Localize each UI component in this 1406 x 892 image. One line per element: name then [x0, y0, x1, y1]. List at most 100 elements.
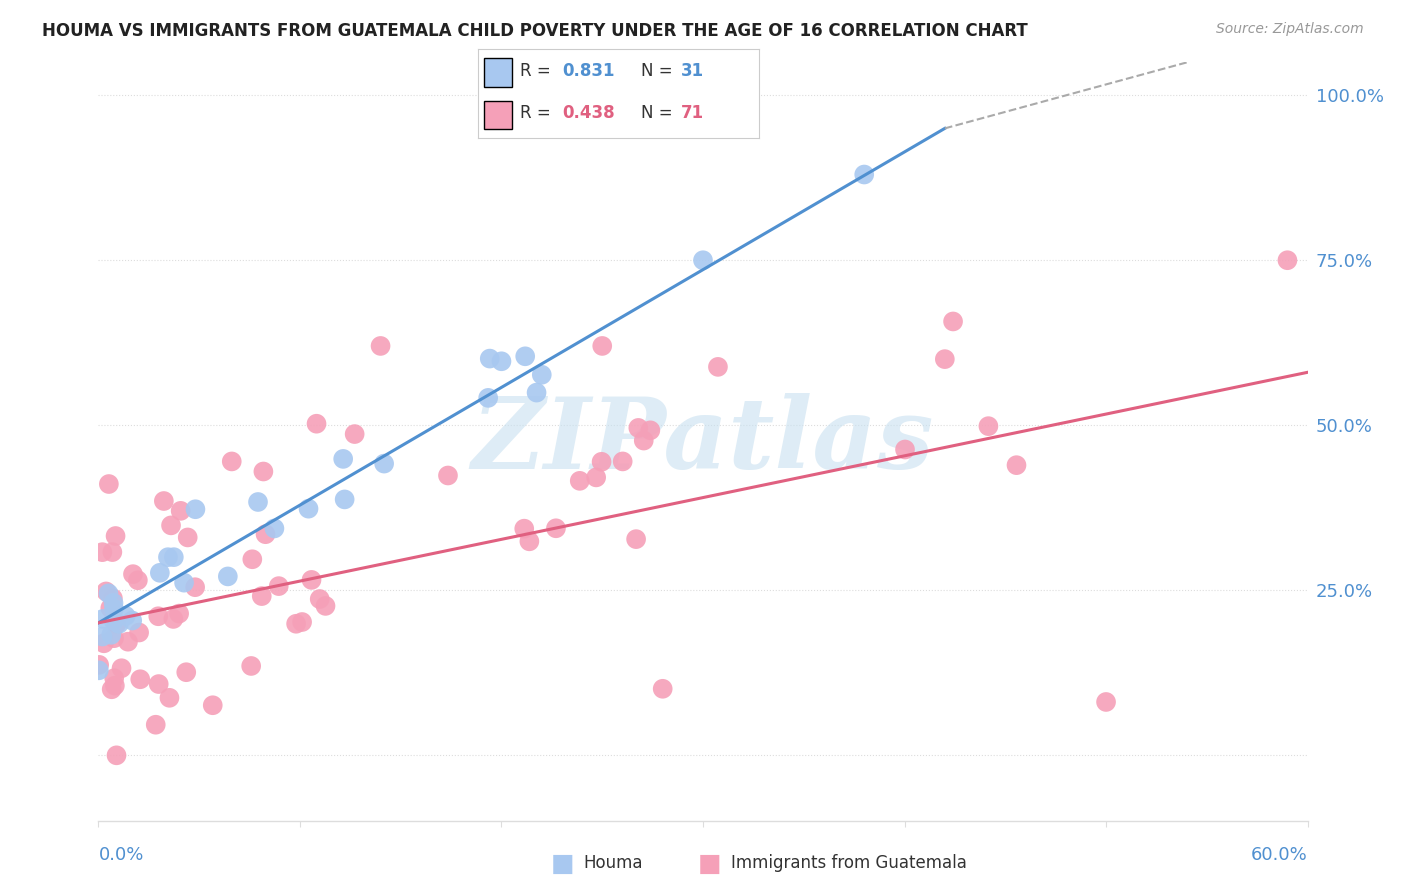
Point [934, 352, 956, 367]
Point [100, 628, 122, 642]
Point [221, 454, 243, 468]
Point [591, 455, 613, 469]
Point [853, 168, 876, 182]
Point [128, 625, 150, 640]
Point [103, 631, 125, 645]
Point [114, 608, 136, 623]
Point [98, 601, 121, 615]
Point [692, 253, 714, 268]
Point [526, 385, 548, 400]
Text: ■: ■ [699, 852, 721, 875]
Point [254, 527, 277, 541]
Point [291, 615, 314, 629]
Point [627, 421, 650, 435]
Point [103, 596, 125, 610]
Point [103, 614, 125, 628]
Point [491, 354, 513, 368]
Point [591, 339, 613, 353]
Text: HOUMA VS IMMIGRANTS FROM GUATEMALA CHILD POVERTY UNDER THE AGE OF 16 CORRELATION: HOUMA VS IMMIGRANTS FROM GUATEMALA CHILD… [42, 22, 1028, 40]
Text: N =: N = [641, 104, 678, 122]
Point [159, 690, 181, 705]
Point [101, 591, 124, 606]
Point [332, 451, 354, 466]
Point [343, 427, 366, 442]
Point [100, 682, 122, 697]
Text: Source: ZipAtlas.com: Source: ZipAtlas.com [1216, 22, 1364, 37]
Point [105, 617, 128, 632]
Point [477, 391, 499, 405]
Point [162, 612, 184, 626]
Point [110, 661, 132, 675]
Point [247, 495, 270, 509]
Point [117, 634, 139, 648]
Point [148, 677, 170, 691]
Point [97, 586, 120, 600]
Point [544, 521, 567, 535]
Point [169, 504, 191, 518]
Point [315, 599, 337, 613]
Point [530, 368, 553, 382]
Point [149, 566, 172, 580]
Point [93, 636, 115, 650]
Point [250, 589, 273, 603]
Point [240, 552, 263, 566]
Point [91, 630, 114, 644]
Point [91, 612, 114, 626]
Point [89, 657, 111, 672]
Point [263, 521, 285, 535]
Point [568, 474, 591, 488]
Text: 0.0%: 0.0% [98, 846, 143, 863]
Point [305, 417, 328, 431]
Point [184, 502, 207, 516]
Point [145, 717, 167, 731]
Text: R =: R = [520, 104, 557, 122]
Point [240, 659, 263, 673]
Point [184, 580, 207, 594]
Point [612, 454, 634, 468]
Point [942, 314, 965, 328]
Point [285, 616, 308, 631]
Text: ZIPatlas: ZIPatlas [472, 393, 934, 490]
Point [624, 532, 647, 546]
Point [127, 574, 149, 588]
Point [156, 550, 179, 565]
Point [308, 592, 330, 607]
Point [301, 573, 323, 587]
Point [163, 550, 186, 565]
Point [101, 545, 124, 559]
Point [201, 698, 224, 713]
Point [122, 567, 145, 582]
Point [370, 339, 392, 353]
Text: N =: N = [641, 62, 678, 80]
Point [104, 679, 127, 693]
FancyBboxPatch shape [484, 58, 512, 87]
Point [1005, 458, 1028, 472]
Point [91, 545, 114, 559]
Point [894, 442, 917, 457]
Text: R =: R = [520, 62, 557, 80]
Point [167, 607, 190, 621]
Point [707, 359, 730, 374]
Point [129, 672, 152, 686]
Point [153, 494, 176, 508]
Point [373, 457, 395, 471]
Point [160, 518, 183, 533]
Point [651, 681, 673, 696]
Point [1095, 695, 1118, 709]
Point [104, 529, 127, 543]
Point [515, 349, 537, 363]
Text: 71: 71 [681, 104, 703, 122]
Text: Immigrants from Guatemala: Immigrants from Guatemala [731, 855, 967, 872]
Point [585, 470, 607, 484]
Point [519, 534, 541, 549]
Point [267, 579, 290, 593]
Text: 60.0%: 60.0% [1251, 846, 1308, 863]
Point [333, 492, 356, 507]
Point [121, 614, 143, 628]
Point [633, 434, 655, 448]
FancyBboxPatch shape [484, 101, 512, 129]
Text: ■: ■ [551, 852, 574, 875]
Point [103, 602, 125, 616]
Text: 0.438: 0.438 [562, 104, 614, 122]
Point [977, 419, 1000, 434]
